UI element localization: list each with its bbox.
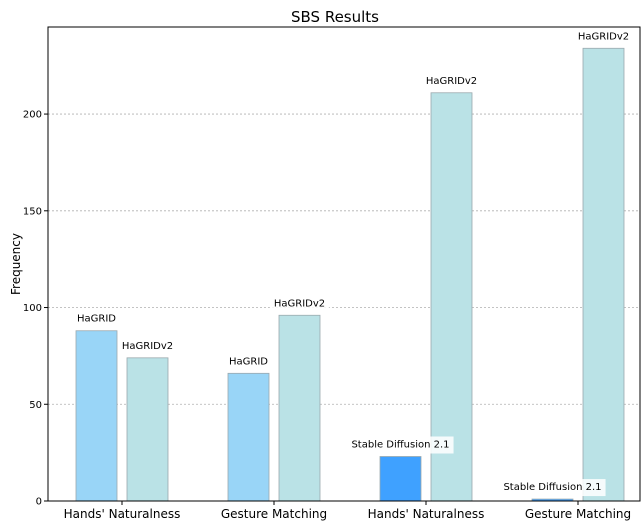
bar-label: HaGRIDv2 (122, 341, 173, 352)
bar-label-background (347, 436, 454, 454)
bar (582, 47, 625, 502)
x-tick-label: Hands' Naturalness (368, 507, 485, 521)
bar (278, 314, 321, 502)
bar-label-background (269, 295, 330, 313)
x-tick-label: Gesture Matching (221, 507, 327, 521)
plot-frame (47, 26, 641, 502)
x-tick-label: Hands' Naturalness (64, 507, 181, 521)
bar-label-background (421, 72, 482, 90)
bar-label: HaGRID (229, 356, 268, 367)
bar-label: HaGRIDv2 (578, 31, 629, 42)
x-ticks: Hands' Naturalness Gesture Matching Hands'… (64, 501, 631, 521)
bar (126, 357, 169, 502)
bar-label-background (499, 479, 606, 497)
y-axis-label: Frequency (9, 233, 23, 295)
y-tick-label: 0 (36, 497, 42, 508)
bar-label-background (573, 28, 634, 46)
bar-label: HaGRIDv2 (426, 76, 477, 87)
y-ticks: 0 50 100 150 200 (23, 110, 48, 508)
bars (75, 47, 625, 502)
bar (379, 456, 422, 502)
bar-label-background (73, 310, 121, 328)
chart-title: SBS Results (291, 8, 379, 26)
y-tick-label: 150 (23, 206, 42, 217)
x-tick-label: Gesture Matching (525, 507, 631, 521)
bar-label: HaGRIDv2 (274, 298, 325, 309)
bar-label: Stable Diffusion 2.1 (503, 482, 601, 493)
y-tick-label: 200 (23, 110, 42, 121)
bar-label: Stable Diffusion 2.1 (351, 440, 449, 451)
y-tick-label: 100 (23, 303, 42, 314)
bar-label-background (117, 337, 178, 355)
bar-label: HaGRID (77, 314, 116, 325)
bar (227, 372, 270, 502)
bar (75, 330, 118, 502)
gridlines (48, 113, 640, 405)
bar-labels: HaGRID HaGRIDv2 HaGRID HaGRIDv2 Stable Diffu… (73, 28, 634, 497)
axes (47, 26, 641, 502)
bar (430, 92, 473, 502)
y-tick-label: 50 (29, 400, 42, 411)
bar-label-background (225, 353, 273, 371)
